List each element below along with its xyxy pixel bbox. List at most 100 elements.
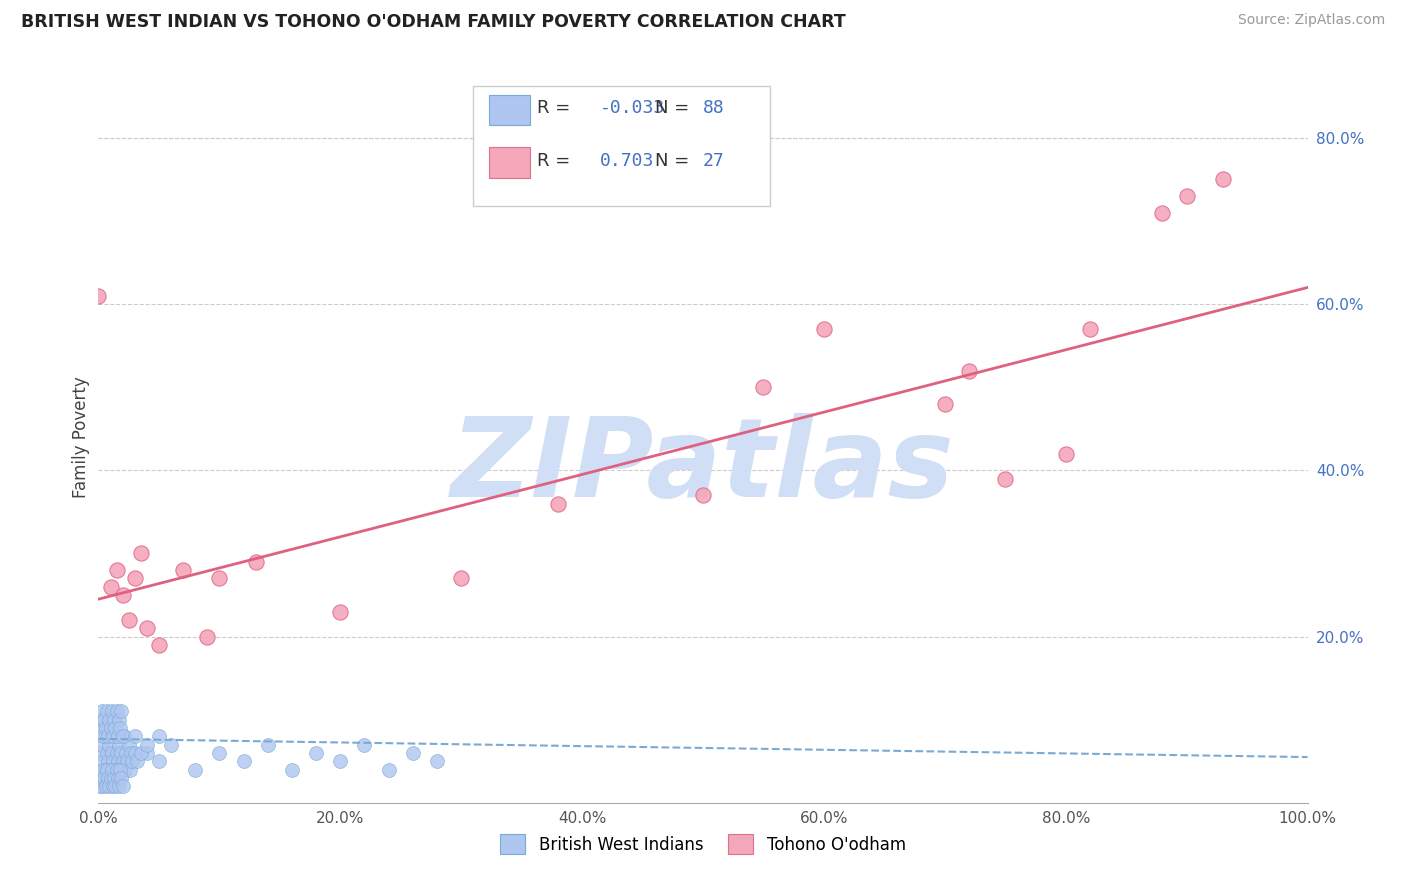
Point (104, 779, 127, 793)
Point (1054, 447, 1077, 461)
Text: R =: R = (537, 152, 571, 169)
Point (100, 746, 122, 760)
Point (90, 763, 112, 777)
Point (426, 754, 449, 768)
Point (94, 779, 117, 793)
Point (112, 729, 135, 743)
Point (148, 754, 170, 768)
Point (184, 763, 207, 777)
Point (752, 380, 775, 394)
Point (91, 729, 114, 743)
Point (402, 746, 425, 760)
Point (100, 771, 122, 785)
Point (118, 763, 141, 777)
Point (98, 779, 121, 793)
Point (110, 746, 132, 760)
Point (135, 738, 157, 752)
Point (281, 763, 304, 777)
Point (118, 613, 141, 627)
Point (105, 705, 128, 719)
Point (103, 729, 125, 743)
Point (195, 630, 218, 644)
Point (101, 779, 124, 793)
FancyBboxPatch shape (489, 95, 530, 126)
Point (692, 488, 714, 502)
Text: N =: N = (655, 152, 689, 169)
Point (100, 705, 122, 719)
Point (256, 738, 278, 752)
Point (353, 738, 375, 752)
Point (1152, 205, 1174, 219)
Point (101, 729, 124, 743)
Point (90, 721, 112, 735)
Point (97, 729, 120, 743)
Point (104, 763, 127, 777)
Point (90, 771, 112, 785)
Point (110, 771, 132, 785)
Point (107, 729, 129, 743)
Point (160, 738, 183, 752)
Point (98, 738, 121, 752)
Point (104, 721, 127, 735)
Point (89, 779, 111, 793)
Point (108, 721, 131, 735)
Point (148, 729, 170, 743)
Point (91, 705, 114, 719)
Point (96, 705, 118, 719)
Point (208, 571, 231, 585)
Point (91, 738, 114, 752)
Text: Source: ZipAtlas.com: Source: ZipAtlas.com (1237, 13, 1385, 28)
Point (934, 397, 956, 411)
Point (121, 754, 143, 768)
Point (111, 779, 134, 793)
Point (135, 621, 157, 635)
Point (377, 763, 399, 777)
Point (100, 763, 122, 777)
Text: 27: 27 (703, 152, 724, 169)
Point (101, 754, 124, 768)
Point (129, 746, 152, 760)
Point (91, 763, 114, 777)
Text: N =: N = (655, 99, 689, 117)
Point (93, 729, 115, 743)
Point (1078, 322, 1101, 336)
Point (994, 472, 1017, 486)
Point (118, 738, 141, 752)
Point (450, 571, 472, 585)
Point (1212, 172, 1234, 186)
Point (91, 779, 114, 793)
Point (96, 763, 118, 777)
Point (957, 363, 980, 377)
Text: R =: R = (537, 99, 571, 117)
Point (97, 754, 120, 768)
Point (208, 746, 231, 760)
Point (105, 563, 128, 577)
Point (100, 763, 122, 777)
Point (232, 754, 254, 768)
Point (97, 771, 120, 785)
Point (111, 754, 134, 768)
Point (93, 713, 115, 727)
Point (105, 746, 128, 760)
Point (115, 746, 138, 760)
Point (103, 771, 125, 785)
Point (96, 746, 118, 760)
Y-axis label: Family Poverty: Family Poverty (72, 376, 90, 498)
Point (114, 763, 136, 777)
Point (108, 713, 131, 727)
Point (120, 746, 142, 760)
Point (108, 763, 131, 777)
Point (172, 563, 194, 577)
Point (148, 638, 170, 652)
Point (124, 746, 146, 760)
Text: BRITISH WEST INDIAN VS TOHONO O'ODHAM FAMILY POVERTY CORRELATION CHART: BRITISH WEST INDIAN VS TOHONO O'ODHAM FA… (21, 13, 846, 31)
Point (135, 746, 157, 760)
Point (110, 705, 132, 719)
Point (103, 713, 125, 727)
Point (124, 729, 146, 743)
Point (329, 754, 352, 768)
Point (89, 713, 111, 727)
Point (111, 588, 134, 602)
Point (108, 738, 131, 752)
Text: -0.033: -0.033 (600, 99, 665, 117)
